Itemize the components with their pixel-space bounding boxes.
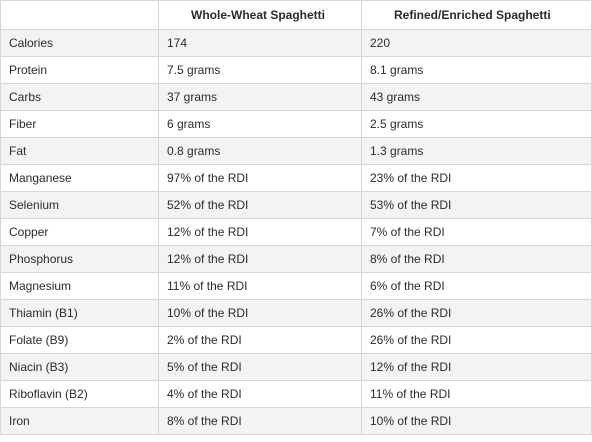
table-row: Carbs 37 grams 43 grams [0, 83, 592, 111]
whole-wheat-value: 12% of the RDI [158, 245, 362, 273]
refined-value: 23% of the RDI [361, 164, 592, 192]
table-row: Selenium 52% of the RDI 53% of the RDI [0, 191, 592, 219]
whole-wheat-value: 7.5 grams [158, 56, 362, 84]
nutrient-label: Fat [0, 137, 159, 165]
whole-wheat-value: 6 grams [158, 110, 362, 138]
nutrient-label: Riboflavin (B2) [0, 380, 159, 408]
header-refined-enriched: Refined/Enriched Spaghetti [361, 0, 592, 30]
refined-value: 220 [361, 29, 592, 57]
table-row: Fiber 6 grams 2.5 grams [0, 110, 592, 138]
table-row: Niacin (B3) 5% of the RDI 12% of the RDI [0, 353, 592, 381]
table-row: Copper 12% of the RDI 7% of the RDI [0, 218, 592, 246]
nutrient-label: Iron [0, 407, 159, 435]
whole-wheat-value: 10% of the RDI [158, 299, 362, 327]
whole-wheat-value: 8% of the RDI [158, 407, 362, 435]
table-row: Folate (B9) 2% of the RDI 26% of the RDI [0, 326, 592, 354]
whole-wheat-value: 0.8 grams [158, 137, 362, 165]
whole-wheat-value: 174 [158, 29, 362, 57]
refined-value: 10% of the RDI [361, 407, 592, 435]
nutrient-label: Phosphorus [0, 245, 159, 273]
table-header: Whole-Wheat Spaghetti Refined/Enriched S… [0, 0, 592, 30]
refined-value: 26% of the RDI [361, 326, 592, 354]
header-corner-cell [0, 0, 159, 30]
nutrient-label: Manganese [0, 164, 159, 192]
whole-wheat-value: 11% of the RDI [158, 272, 362, 300]
table-row: Thiamin (B1) 10% of the RDI 26% of the R… [0, 299, 592, 327]
whole-wheat-value: 12% of the RDI [158, 218, 362, 246]
whole-wheat-value: 97% of the RDI [158, 164, 362, 192]
nutrient-label: Magnesium [0, 272, 159, 300]
table-row: Phosphorus 12% of the RDI 8% of the RDI [0, 245, 592, 273]
table-row: Protein 7.5 grams 8.1 grams [0, 56, 592, 84]
refined-value: 11% of the RDI [361, 380, 592, 408]
table-row: Riboflavin (B2) 4% of the RDI 11% of the… [0, 380, 592, 408]
refined-value: 6% of the RDI [361, 272, 592, 300]
whole-wheat-value: 4% of the RDI [158, 380, 362, 408]
table-row: Calories 174 220 [0, 29, 592, 57]
refined-value: 8.1 grams [361, 56, 592, 84]
refined-value: 26% of the RDI [361, 299, 592, 327]
table-row: Fat 0.8 grams 1.3 grams [0, 137, 592, 165]
refined-value: 7% of the RDI [361, 218, 592, 246]
nutrient-label: Copper [0, 218, 159, 246]
header-whole-wheat: Whole-Wheat Spaghetti [158, 0, 362, 30]
nutrient-label: Carbs [0, 83, 159, 111]
nutrient-label: Folate (B9) [0, 326, 159, 354]
table-row: Iron 8% of the RDI 10% of the RDI [0, 407, 592, 435]
header-row: Whole-Wheat Spaghetti Refined/Enriched S… [0, 0, 592, 30]
table-row: Magnesium 11% of the RDI 6% of the RDI [0, 272, 592, 300]
nutrient-label: Niacin (B3) [0, 353, 159, 381]
nutrient-label: Calories [0, 29, 159, 57]
nutrient-label: Fiber [0, 110, 159, 138]
whole-wheat-value: 2% of the RDI [158, 326, 362, 354]
whole-wheat-value: 5% of the RDI [158, 353, 362, 381]
whole-wheat-value: 37 grams [158, 83, 362, 111]
nutrient-label: Selenium [0, 191, 159, 219]
refined-value: 43 grams [361, 83, 592, 111]
table-row: Manganese 97% of the RDI 23% of the RDI [0, 164, 592, 192]
table-body: Calories 174 220 Protein 7.5 grams 8.1 g… [0, 29, 592, 435]
nutrient-label: Thiamin (B1) [0, 299, 159, 327]
refined-value: 8% of the RDI [361, 245, 592, 273]
refined-value: 2.5 grams [361, 110, 592, 138]
refined-value: 1.3 grams [361, 137, 592, 165]
refined-value: 12% of the RDI [361, 353, 592, 381]
refined-value: 53% of the RDI [361, 191, 592, 219]
whole-wheat-value: 52% of the RDI [158, 191, 362, 219]
nutrient-label: Protein [0, 56, 159, 84]
